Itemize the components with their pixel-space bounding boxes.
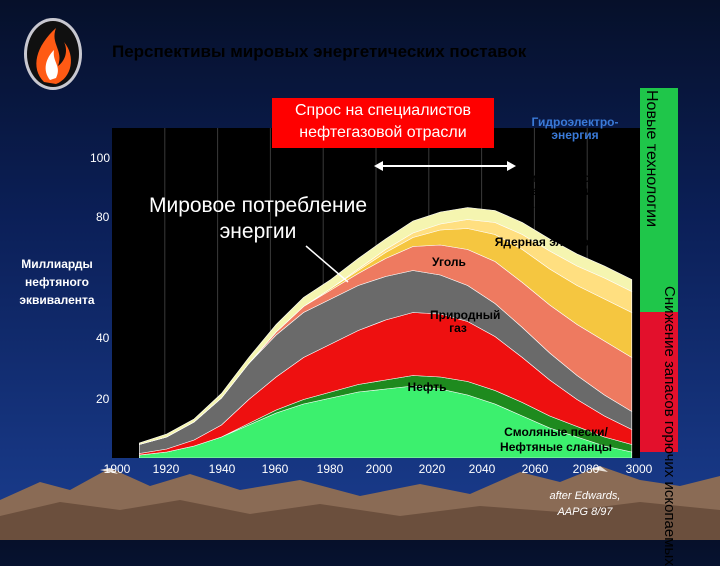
- x-tick-1920: 1920: [152, 462, 180, 476]
- label-nuclear: Ядерная электроэн.: [494, 235, 614, 249]
- callout-specialists: Спрос на специалистов нефтегазовой отрас…: [272, 98, 494, 148]
- label-gas: Природный газ: [430, 308, 501, 335]
- x-tick-2080: 2080: [572, 462, 600, 476]
- label-solar-wind: Энергия солнца, ветра,: [494, 171, 544, 211]
- x-tick-2020: 2020: [418, 462, 446, 476]
- source-note: after Edwards, AAPG 8/97: [549, 490, 621, 518]
- y-tick-20: 20: [96, 392, 110, 406]
- label-oil: Нефть: [407, 380, 447, 394]
- area-7: [139, 207, 633, 445]
- x-tick-1980: 1980: [316, 462, 344, 476]
- x-tick-3000: 3000: [625, 462, 653, 476]
- side-label-new-tech: Новые технологии: [643, 90, 660, 227]
- x-tick-2040: 2040: [468, 462, 496, 476]
- y-tick-100: 100: [90, 151, 111, 165]
- side-bar-bottom: [640, 312, 678, 452]
- y-tick-40: 40: [96, 331, 110, 345]
- y-tick-80: 80: [96, 210, 110, 224]
- x-tick-1940: 1940: [208, 462, 236, 476]
- mountain-backdrop: [0, 466, 720, 540]
- double-arrow: [374, 161, 516, 171]
- label-tar-sands: Смоляные пески/ Нефтяные сланцы: [500, 425, 612, 454]
- y-axis-label: Миллиарды нефтяного эквивалента: [19, 257, 95, 307]
- flame-logo: [24, 18, 82, 90]
- label-coal: Уголь: [432, 255, 466, 269]
- x-tick-2060: 2060: [521, 462, 549, 476]
- side-label-reserves: Снижение запасов горючих ископаемых: [661, 286, 678, 566]
- area-series: [139, 207, 633, 458]
- label-hydro: Гидроэлектро- энергия: [531, 115, 619, 142]
- x-tick-1960: 1960: [261, 462, 289, 476]
- label-geothermal: Геотерм. ист.: [570, 171, 622, 198]
- x-tick-2000: 2000: [365, 462, 393, 476]
- chart-plot: [112, 128, 640, 458]
- heading-pointer: [305, 245, 349, 283]
- chart-heading: Мировое потребление энергии: [148, 194, 368, 243]
- side-bar-top: [640, 88, 678, 312]
- page-title: Перспективы мировых энергетических поста…: [112, 42, 527, 61]
- x-tick-1900: 1900: [103, 462, 131, 476]
